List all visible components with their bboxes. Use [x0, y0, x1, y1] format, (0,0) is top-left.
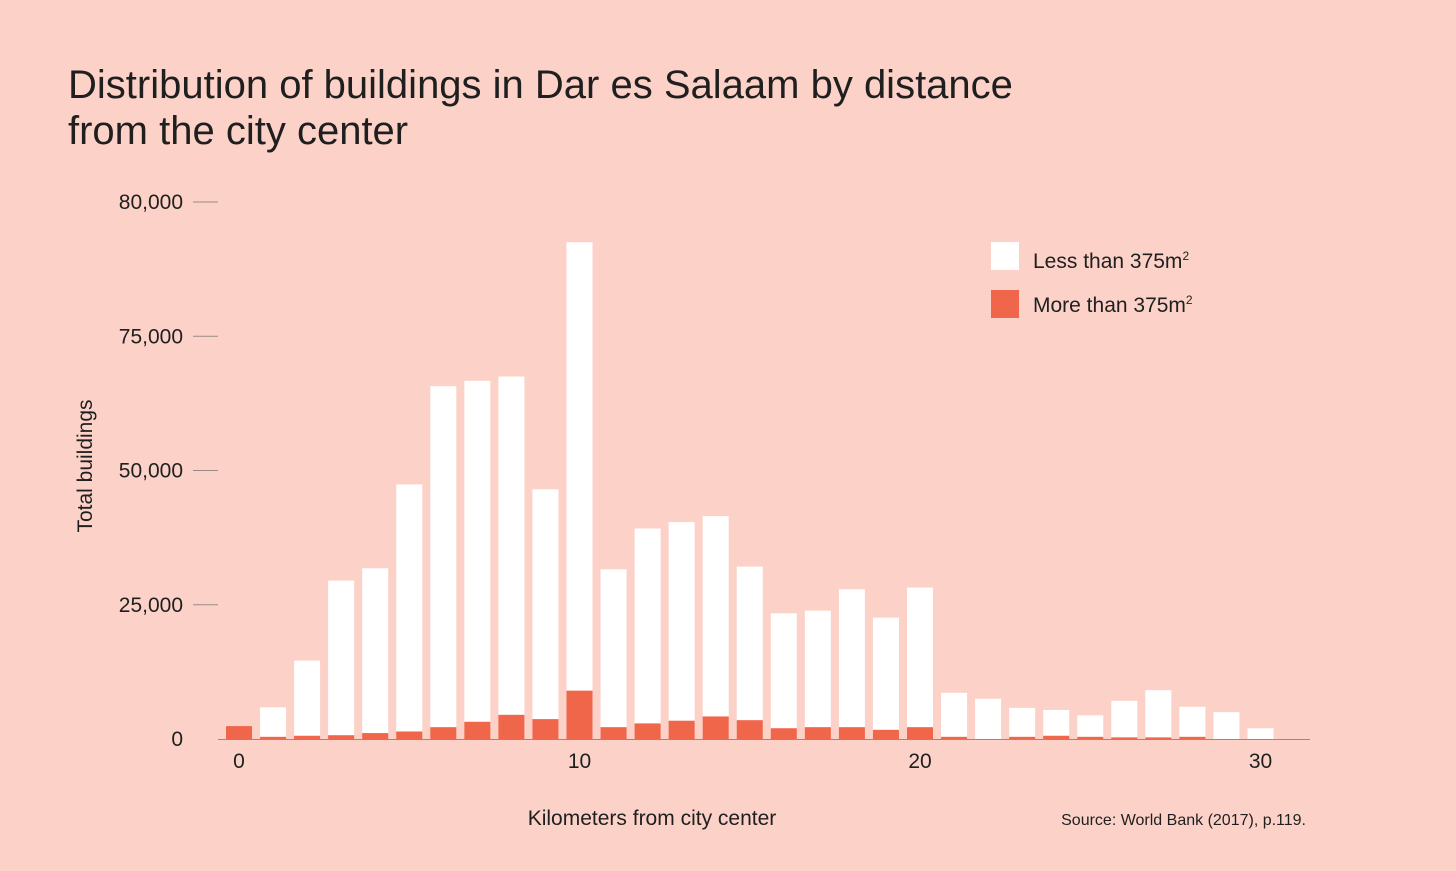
source-note: Source: World Bank (2017), p.119. — [1061, 812, 1306, 829]
bar-small-km-22 — [975, 698, 1002, 739]
bar-large-km-10 — [566, 690, 593, 739]
bar-large-km-21 — [941, 736, 968, 739]
bar-large-km-9 — [532, 719, 559, 739]
bar-large-km-20 — [907, 727, 933, 739]
bar-small-km-24 — [1043, 710, 1070, 736]
legend-swatch-large — [991, 290, 1019, 318]
bar-large-km-6 — [430, 727, 457, 739]
bar-large-km-7 — [464, 721, 491, 739]
bar-small-km-10 — [566, 242, 593, 691]
bar-small-km-19 — [872, 617, 899, 730]
bar-small-km-11 — [600, 569, 627, 728]
bar-small-km-7 — [464, 380, 491, 722]
bar-small-km-23 — [1009, 707, 1036, 737]
bar-large-km-1 — [260, 736, 287, 739]
bar-large-km-11 — [600, 727, 627, 739]
bar-small-km-13 — [668, 522, 695, 721]
y-axis-title: Total buildings — [74, 399, 97, 532]
bar-small-km-9 — [532, 489, 559, 720]
bar-large-km-27 — [1145, 737, 1172, 739]
bar-small-km-4 — [362, 568, 389, 734]
legend: Less than 375m2 More than 375m2 — [991, 242, 1193, 318]
y-tick-label: 25,000 — [119, 594, 183, 617]
bar-small-km-30 — [1247, 728, 1274, 739]
bar-small-km-12 — [634, 528, 661, 724]
y-tick-label: 75,000 — [119, 325, 183, 348]
bar-small-km-3 — [328, 580, 355, 736]
bar-small-km-20 — [907, 587, 933, 728]
x-axis-title: Kilometers from city center — [528, 807, 777, 830]
bar-small-km-8 — [498, 376, 525, 715]
bar-large-km-15 — [736, 720, 763, 739]
bar-large-km-13 — [668, 720, 695, 739]
bar-large-km-17 — [804, 727, 831, 739]
legend-label-large: More than 375m2 — [1033, 293, 1193, 317]
bar-small-km-26 — [1111, 700, 1138, 738]
bar-small-km-6 — [430, 386, 457, 728]
bars-layer — [226, 242, 1274, 739]
bar-large-km-12 — [634, 723, 661, 739]
bar-large-km-4 — [362, 733, 389, 739]
chart-title-line-2: from the city center — [68, 109, 409, 153]
bar-small-km-21 — [941, 692, 968, 737]
y-tick-label: 80,000 — [119, 191, 183, 214]
bar-small-km-16 — [770, 613, 797, 729]
legend-label-small: Less than 375m2 — [1033, 249, 1189, 273]
bar-small-km-29 — [1213, 712, 1240, 739]
x-tick-label: 30 — [1249, 750, 1272, 773]
bar-large-km-3 — [328, 735, 355, 739]
x-tick-label: 20 — [908, 750, 931, 773]
y-axis: 0 25,000 50,000 75,000 80,000 — [119, 191, 218, 751]
bar-small-km-28 — [1179, 706, 1206, 737]
bar-large-km-2 — [294, 735, 321, 739]
bar-small-km-5 — [396, 484, 423, 732]
bar-large-km-5 — [396, 731, 423, 739]
bar-small-km-14 — [702, 516, 729, 717]
bar-large-km-16 — [770, 728, 797, 739]
bar-small-km-2 — [294, 660, 321, 736]
legend-swatch-small — [991, 242, 1019, 270]
bar-small-km-17 — [804, 610, 831, 728]
bar-large-km-19 — [872, 729, 899, 739]
bar-small-km-15 — [736, 566, 763, 721]
bar-large-km-24 — [1043, 735, 1070, 739]
bar-small-km-25 — [1077, 715, 1104, 737]
bar-small-km-18 — [838, 589, 865, 728]
y-tick-label: 50,000 — [119, 460, 183, 483]
bar-large-km-18 — [838, 727, 865, 739]
bar-large-km-14 — [702, 716, 729, 739]
bar-large-km-26 — [1111, 737, 1138, 739]
bar-small-km-1 — [260, 707, 287, 737]
chart-title: Distribution of buildings in Dar es Sala… — [68, 62, 1168, 154]
bar-large-km-25 — [1077, 736, 1104, 739]
bar-large-km-0 — [226, 726, 252, 739]
bar-large-km-8 — [498, 714, 525, 739]
y-tick-label: 0 — [171, 728, 183, 751]
bar-small-km-27 — [1145, 690, 1172, 738]
bar-large-km-28 — [1179, 736, 1206, 739]
chart-title-line-1: Distribution of buildings in Dar es Sala… — [68, 63, 1013, 107]
x-tick-label: 0 — [233, 750, 245, 773]
bar-large-km-23 — [1009, 736, 1036, 739]
x-axis: 0 10 20 30 — [233, 750, 1272, 773]
x-tick-label: 10 — [568, 750, 591, 773]
